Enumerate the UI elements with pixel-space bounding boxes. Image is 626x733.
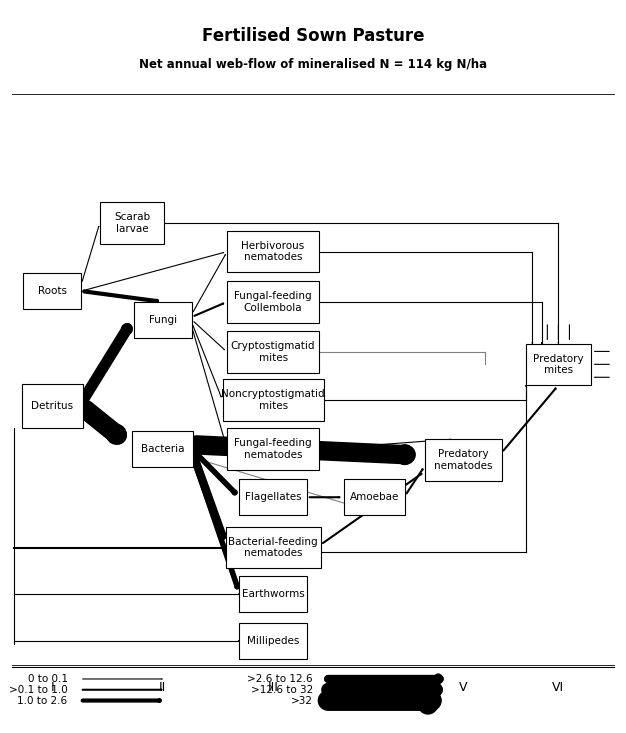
Text: Bacteria: Bacteria	[141, 444, 185, 454]
FancyBboxPatch shape	[225, 527, 321, 568]
Text: III: III	[268, 681, 279, 694]
Text: Predatory
mites: Predatory mites	[533, 353, 583, 375]
Text: I: I	[51, 681, 54, 694]
Text: Roots: Roots	[38, 286, 67, 296]
Text: Net annual web-flow of mineralised N = 114 kg N/ha: Net annual web-flow of mineralised N = 1…	[139, 59, 487, 71]
Text: Fertilised Sown Pasture: Fertilised Sown Pasture	[202, 27, 424, 45]
FancyBboxPatch shape	[100, 202, 164, 243]
Text: Earthworms: Earthworms	[242, 589, 304, 599]
Text: >12.6 to 32: >12.6 to 32	[251, 685, 313, 695]
FancyBboxPatch shape	[425, 439, 501, 481]
Text: >0.1 to 1.0: >0.1 to 1.0	[9, 685, 68, 695]
Text: Detritus: Detritus	[31, 401, 73, 411]
Text: Noncryptostigmatid
mites: Noncryptostigmatid mites	[222, 389, 325, 411]
Text: 1.0 to 2.6: 1.0 to 2.6	[18, 696, 68, 706]
Text: IV: IV	[368, 681, 381, 694]
FancyBboxPatch shape	[132, 431, 193, 467]
FancyBboxPatch shape	[23, 273, 81, 309]
Text: V: V	[459, 681, 468, 694]
Text: Predatory
nematodes: Predatory nematodes	[434, 449, 493, 471]
FancyBboxPatch shape	[239, 623, 307, 659]
Text: Fungal-feeding
nematodes: Fungal-feeding nematodes	[234, 438, 312, 460]
Text: Scarab
larvae: Scarab larvae	[114, 212, 150, 234]
Text: Bacterial-feeding
nematodes: Bacterial-feeding nematodes	[228, 537, 318, 559]
Text: II: II	[159, 681, 167, 694]
FancyBboxPatch shape	[227, 231, 319, 273]
FancyBboxPatch shape	[526, 344, 590, 385]
Text: Flagellates: Flagellates	[245, 493, 302, 502]
FancyBboxPatch shape	[344, 479, 405, 515]
FancyBboxPatch shape	[239, 479, 307, 515]
Text: VI: VI	[552, 681, 565, 694]
Text: Cryptostigmatid
mites: Cryptostigmatid mites	[231, 342, 316, 363]
Text: >2.6 to 12.6: >2.6 to 12.6	[247, 674, 313, 684]
Text: Amoebae: Amoebae	[350, 493, 399, 502]
Text: Herbivorous
nematodes: Herbivorous nematodes	[242, 240, 305, 262]
FancyBboxPatch shape	[227, 331, 319, 373]
FancyBboxPatch shape	[239, 576, 307, 612]
FancyBboxPatch shape	[21, 384, 83, 427]
Text: 0 to 0.1: 0 to 0.1	[28, 674, 68, 684]
Text: Millipedes: Millipedes	[247, 636, 299, 646]
Text: >32: >32	[291, 696, 313, 706]
Text: Fungi: Fungi	[148, 314, 177, 325]
Text: Fungal-feeding
Collembola: Fungal-feeding Collembola	[234, 291, 312, 313]
FancyBboxPatch shape	[133, 302, 192, 338]
FancyBboxPatch shape	[227, 428, 319, 470]
FancyBboxPatch shape	[222, 380, 324, 421]
FancyBboxPatch shape	[227, 281, 319, 323]
